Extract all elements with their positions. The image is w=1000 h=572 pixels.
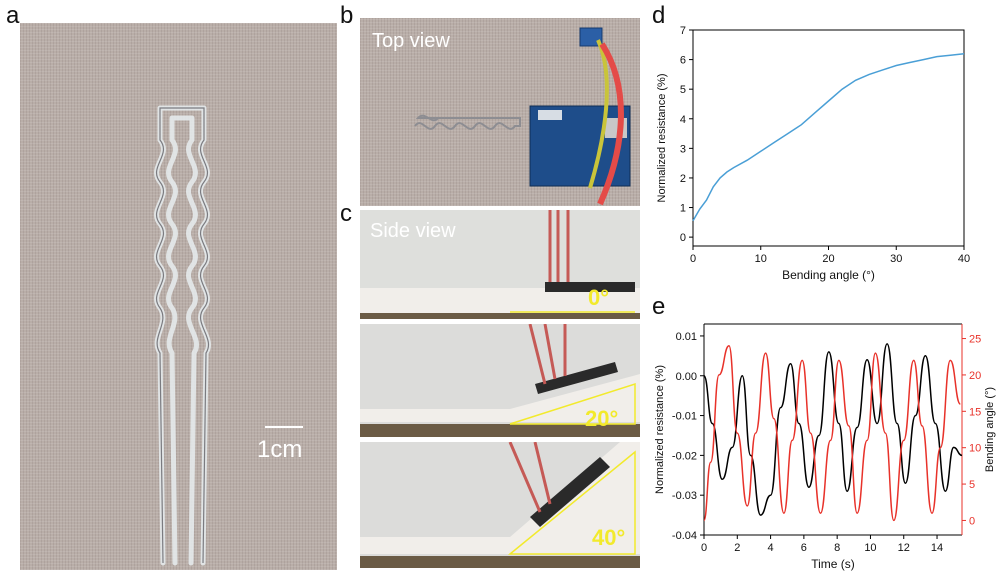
y-right-tick-label-e-5: 25 bbox=[969, 334, 981, 346]
side-view-0-illustration bbox=[360, 210, 640, 319]
y-left-tick-label-e-5: 0.01 bbox=[676, 331, 697, 343]
y-left-axis-label-e: Normalized resistance (%) bbox=[654, 365, 666, 494]
y-right-tick-label-e-4: 20 bbox=[969, 370, 981, 382]
y-right-tick-label-e-0: 0 bbox=[969, 515, 975, 527]
x-axis-label-d: Bending angle (°) bbox=[782, 268, 875, 282]
photo-side-view-0deg: Side view 0° bbox=[360, 210, 640, 319]
x-tick-label-d-3: 30 bbox=[890, 253, 902, 265]
side-view-20-illustration bbox=[360, 324, 640, 437]
photo-side-view-20deg: 20° bbox=[360, 324, 640, 437]
y-tick-label-d-1: 1 bbox=[680, 203, 686, 215]
y-tick-label-d-2: 2 bbox=[680, 173, 686, 185]
panel-letter-e: e bbox=[652, 293, 666, 320]
x-tick-label-e-5: 10 bbox=[864, 542, 876, 554]
x-tick-label-e-3: 6 bbox=[801, 542, 807, 554]
series-line-d bbox=[692, 52, 965, 222]
y-left-tick-label-e-0: -0.04 bbox=[672, 530, 697, 542]
side-view-40-illustration bbox=[360, 442, 640, 568]
y-left-tick-label-e-4: 0.00 bbox=[676, 371, 697, 383]
angle-label-40: 40° bbox=[592, 525, 626, 550]
angle-label-0: 0° bbox=[588, 285, 610, 310]
photo-sensor-fabric: 1cm bbox=[20, 23, 337, 570]
panel-letter-d: d bbox=[652, 2, 666, 29]
chart-time-response: 0 2 4 6 8 10 12 14 -0.04 -0.03 -0.02 -0.01 0.00 0.01 0… bbox=[654, 323, 996, 571]
y-right-tick-label-e-1: 5 bbox=[969, 479, 975, 491]
x-tick-label-e-1: 2 bbox=[734, 542, 740, 554]
x-tick-label-d-0: 0 bbox=[690, 253, 696, 265]
x-tick-label-d-4: 40 bbox=[958, 253, 970, 265]
scale-bar-label: 1cm bbox=[257, 436, 303, 463]
photo-side-view-40deg: 40° bbox=[360, 442, 640, 568]
y-tick-label-d-7: 7 bbox=[680, 25, 686, 37]
plot-frame-d bbox=[692, 29, 965, 247]
y-left-tick-label-e-2: -0.02 bbox=[672, 450, 697, 462]
top-view-label: Top view bbox=[372, 30, 450, 52]
x-axis-label-e: Time (s) bbox=[811, 557, 855, 571]
y-right-tick-label-e-3: 15 bbox=[969, 406, 981, 418]
series-line-e-right bbox=[703, 345, 962, 522]
y-left-tick-label-e-3: -0.01 bbox=[672, 411, 697, 423]
y-tick-label-d-4: 4 bbox=[680, 114, 686, 126]
x-tick-label-e-7: 14 bbox=[931, 542, 943, 554]
x-tick-label-d-2: 20 bbox=[822, 253, 834, 265]
x-tick-label-e-0: 0 bbox=[701, 542, 707, 554]
x-tick-label-e-4: 8 bbox=[834, 542, 840, 554]
photo-top-view: Top view bbox=[360, 18, 640, 206]
y-tick-label-d-3: 3 bbox=[680, 143, 686, 155]
x-tick-label-e-2: 4 bbox=[768, 542, 774, 554]
y-axis-label-d: Normalized resistance (%) bbox=[656, 74, 668, 203]
y-tick-label-d-0: 0 bbox=[680, 232, 686, 244]
y-tick-label-d-5: 5 bbox=[680, 84, 686, 96]
x-tick-label-e-6: 12 bbox=[898, 542, 910, 554]
angle-label-20: 20° bbox=[585, 406, 619, 431]
y-tick-label-d-6: 6 bbox=[680, 55, 686, 67]
y-right-axis-label-e: Bending angle (°) bbox=[984, 387, 996, 472]
y-right-tick-label-e-2: 10 bbox=[969, 443, 981, 455]
side-view-label: Side view bbox=[370, 220, 456, 242]
y-left-tick-label-e-1: -0.03 bbox=[672, 490, 697, 502]
chart-bending-resistance: 0 10 20 30 40 0 1 2 3 4 5 6 7 Bending angle (°) Normal… bbox=[656, 25, 970, 282]
top-view-illustration bbox=[414, 27, 631, 206]
panel-letter-c: c bbox=[340, 200, 352, 227]
panel-letter-a: a bbox=[6, 2, 20, 29]
sensor-wire-illustration bbox=[154, 105, 303, 566]
x-tick-label-d-1: 10 bbox=[755, 253, 767, 265]
panel-letter-b: b bbox=[340, 2, 354, 29]
